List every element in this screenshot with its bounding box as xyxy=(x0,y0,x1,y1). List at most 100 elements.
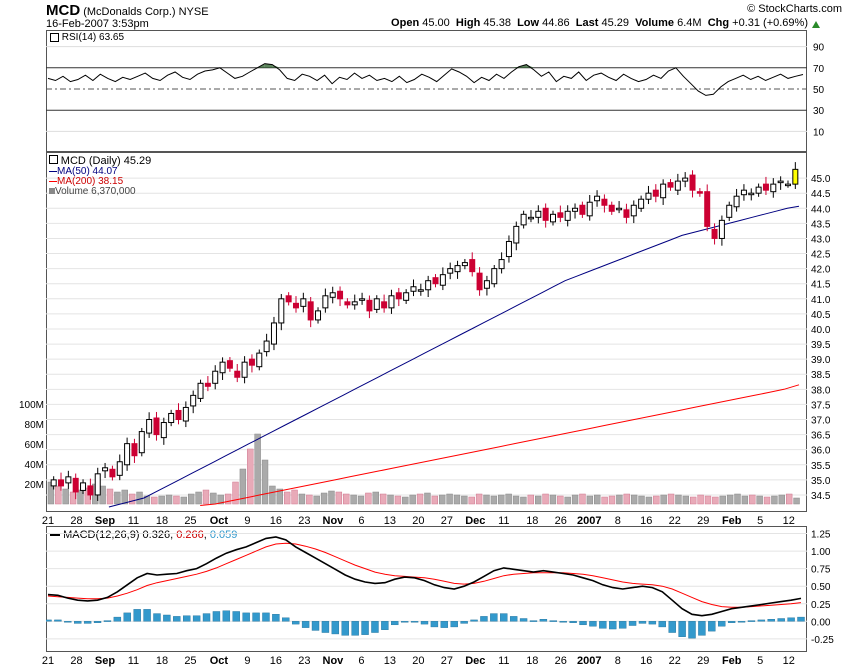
rsi-tick-label: 10 xyxy=(813,127,825,138)
volume-bar xyxy=(778,494,785,505)
macd-histogram-bar xyxy=(628,621,637,626)
candle-body xyxy=(425,280,432,291)
x-axis-bottom: 21 28 Sep 11 18 25 Oct 9 16 23 Nov 6 13 20 27 Dec 11 18 26… xyxy=(42,655,795,667)
macd-tick-label: 0.25 xyxy=(811,600,831,611)
x-tick-label: 26 xyxy=(555,515,567,527)
last-value: 45.29 xyxy=(601,17,629,29)
ma200-legend-icon xyxy=(49,180,57,182)
volume-bar xyxy=(151,496,158,505)
macd-histogram-bar xyxy=(609,621,617,630)
candle-body xyxy=(740,189,747,196)
x-tick-label: 16 xyxy=(640,515,652,527)
x-tick-label: 2007 xyxy=(577,515,601,527)
candle-body xyxy=(373,298,380,310)
ma50-line xyxy=(108,205,800,508)
macd-value: 0.326 xyxy=(142,529,171,541)
volume-bar xyxy=(741,495,749,505)
x-tick-label: Sep xyxy=(95,515,115,527)
volume-bar xyxy=(697,494,704,505)
candle-body xyxy=(527,216,534,220)
candle-body xyxy=(718,219,725,239)
volume-value: 6.4M xyxy=(677,17,702,29)
rsi-line xyxy=(47,63,804,96)
volume-bar xyxy=(446,493,453,505)
x-tick-label: 11 xyxy=(498,515,509,527)
price-tick-label: 43.5 xyxy=(811,219,831,230)
volume-bar xyxy=(224,493,232,505)
volume-bar xyxy=(291,489,298,505)
candle-body xyxy=(762,183,769,191)
x-tick-label: 29 xyxy=(697,515,709,527)
macd-histogram-bar xyxy=(509,616,518,622)
volume-bar xyxy=(69,491,77,505)
rsi-tick-label: 90 xyxy=(813,43,825,54)
macd-histogram-bar xyxy=(678,621,686,637)
volume-bar xyxy=(439,494,446,505)
price-tick-label: 42.5 xyxy=(811,250,831,261)
candle-body xyxy=(94,473,101,496)
volume-bar xyxy=(343,493,350,505)
signal-line xyxy=(47,542,802,608)
candle-body xyxy=(197,382,204,399)
candle-body xyxy=(439,274,446,286)
volume-bar xyxy=(682,495,690,505)
candle-body xyxy=(102,467,109,472)
macd-histogram-bar xyxy=(539,619,548,622)
volume-bar xyxy=(571,494,579,505)
macd-histogram-bar xyxy=(74,621,82,624)
rsi-overbought-fill xyxy=(272,64,280,68)
chart-header-left: MCD (McDonalds Corp.) NYSE xyxy=(46,2,209,19)
high-label: High xyxy=(455,17,481,29)
macd-histogram-bar xyxy=(282,617,290,622)
candle-body xyxy=(498,259,505,270)
x-tick-label: 12 xyxy=(783,655,795,667)
price-tick-label: 37.5 xyxy=(811,400,831,411)
candle-body xyxy=(601,198,608,206)
x-tick-label: 23 xyxy=(298,515,310,527)
candle-body xyxy=(204,382,211,387)
price-tick-label: 40.0 xyxy=(811,325,831,336)
candle-legend-icon xyxy=(49,155,58,164)
x-tick-label: 18 xyxy=(156,655,168,667)
macd-tick-label: 0.00 xyxy=(811,617,831,628)
volume-bar xyxy=(335,491,343,505)
volume-bar xyxy=(549,494,557,505)
candle-body xyxy=(410,286,417,292)
price-tick-label: 41.0 xyxy=(811,295,831,306)
macd-histogram-bar xyxy=(361,621,369,635)
macd-histogram-bar xyxy=(351,621,359,636)
rsi-tick-label: 50 xyxy=(813,85,825,96)
volume-legend-label: Volume 6,370,000 xyxy=(55,186,136,197)
volume-bar xyxy=(232,481,239,505)
candle-body xyxy=(645,192,652,200)
macd-histogram-bar xyxy=(727,621,736,623)
x-tick-label: 22 xyxy=(669,515,681,527)
x-tick-label: 25 xyxy=(184,655,196,667)
candle-body xyxy=(579,204,586,215)
macd-histogram-bar xyxy=(311,621,320,631)
volume-bar xyxy=(202,489,210,505)
volume-bar xyxy=(261,459,269,505)
candle-body xyxy=(520,213,527,226)
macd-line xyxy=(47,536,802,617)
candle-body xyxy=(351,301,358,306)
price-tick-label: 34.5 xyxy=(811,491,831,502)
quote-summary: Open 45.00 High 45.38 Low 44.86 Last 45.… xyxy=(391,17,808,29)
candle-body xyxy=(344,301,351,306)
macd-histogram-bar xyxy=(559,621,567,623)
candle-body xyxy=(58,479,65,487)
x-tick-label: 5 xyxy=(757,515,763,527)
macd-histogram-bar xyxy=(737,621,746,623)
volume-bar xyxy=(298,493,306,505)
x-tick-label: 21 xyxy=(42,655,54,667)
macd-histogram-bar xyxy=(767,619,775,622)
candle-body xyxy=(784,183,791,187)
x-tick-label: 12 xyxy=(783,515,795,527)
price-tick-label: 40.5 xyxy=(811,310,831,321)
candle-body xyxy=(432,277,439,285)
volume-bar xyxy=(136,491,143,505)
volume-bar xyxy=(357,495,365,505)
macd-histogram-bar xyxy=(618,621,627,629)
volume-bar xyxy=(520,496,527,505)
rsi-chart: 90 70 50 30 10 xyxy=(46,43,825,138)
